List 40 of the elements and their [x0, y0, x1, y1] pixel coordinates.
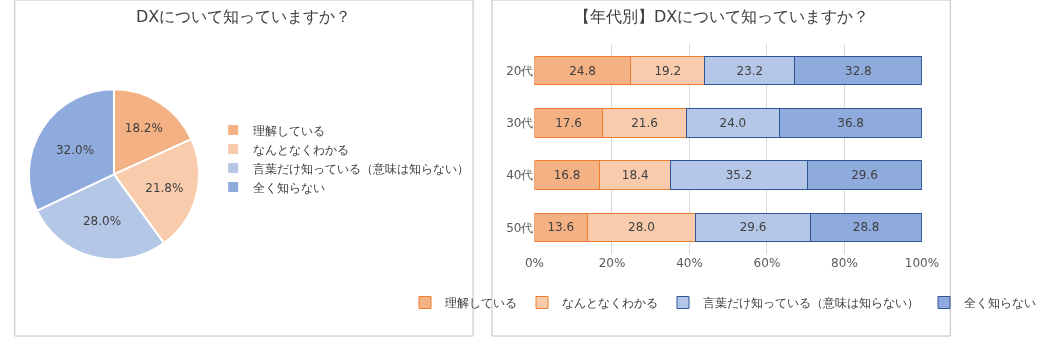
- y-tick-label: 20代: [506, 63, 534, 78]
- data-label: 29.6: [851, 168, 878, 183]
- x-tick-label: 20%: [598, 255, 626, 270]
- data-label: 21.8%: [145, 180, 184, 195]
- data-label: 32.0%: [55, 142, 95, 157]
- x-tick-label: 60%: [753, 255, 781, 270]
- y-tick-label: 30代: [506, 116, 534, 131]
- data-label: 28.0%: [82, 213, 122, 228]
- chart-title: DXについて知っていますか？: [136, 7, 352, 26]
- x-tick-label: 40%: [676, 255, 703, 270]
- legend-label: 理解している: [253, 123, 326, 138]
- data-label: 28.8: [852, 220, 880, 235]
- data-label: 24.8: [569, 63, 596, 78]
- data-label: 35.2: [725, 168, 753, 183]
- data-label: 28.0: [628, 220, 655, 235]
- x-tick-label: 80%: [831, 255, 858, 270]
- x-tick-label: 100%: [904, 255, 940, 270]
- data-label: 18.4: [621, 168, 649, 183]
- y-tick-label: 50代: [506, 220, 534, 235]
- legend-label: 言葉だけ知っている（意味は知らない）: [253, 161, 470, 176]
- data-label: 36.8: [837, 115, 864, 130]
- legend-label: 全く知らない: [253, 180, 326, 195]
- data-label: 21.6: [631, 115, 658, 130]
- legend-label: なんとなくわかる: [253, 142, 350, 157]
- data-label: 16.8: [553, 168, 581, 183]
- legend-label: なんとなくわかる: [562, 296, 658, 311]
- data-label: 13.6: [547, 220, 575, 235]
- x-tick-label: 0%: [524, 255, 544, 270]
- data-label: 29.6: [739, 220, 767, 235]
- data-label: 19.2: [654, 63, 682, 78]
- data-label: 32.8: [845, 63, 872, 78]
- legend-label: 言葉だけ知っている（意味は知らない）: [703, 296, 919, 311]
- data-label: 17.6: [555, 115, 582, 130]
- y-tick-label: 40代: [506, 168, 534, 183]
- data-label: 24.0: [719, 115, 747, 130]
- chart-title: 【年代別】DXについて知っていますか？: [574, 7, 870, 26]
- legend-label: 全く知らない: [964, 296, 1036, 311]
- legend-label: 理解している: [445, 296, 517, 311]
- data-label: 18.2%: [124, 120, 163, 135]
- data-label: 23.2: [736, 63, 764, 78]
